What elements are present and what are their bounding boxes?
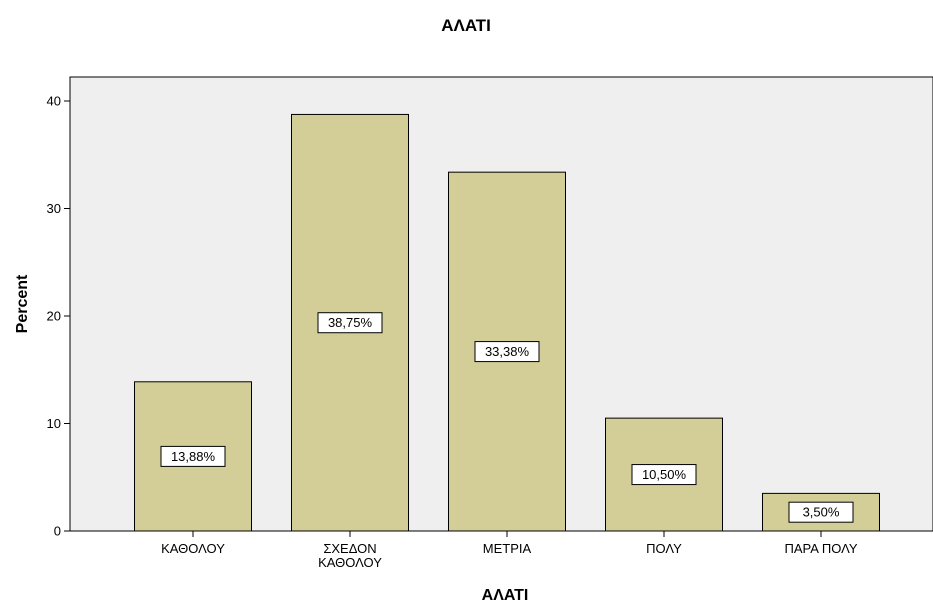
y-tick-label: 0	[54, 524, 61, 539]
x-axis-title: ΑΛΑΤΙ	[482, 587, 529, 604]
x-tick-label: ΣΧΕΔΟΝ ΚΑΘΟΛΟΥ	[318, 541, 382, 570]
data-label-box	[160, 445, 226, 467]
bars: 13,88% 38,75% 33,38% 10,50% 3,50%	[134, 113, 880, 532]
data-label: 33,38%	[485, 344, 530, 359]
x-tick-label: ΠΑΡΑ ΠΟΛΥ	[785, 541, 858, 556]
data-label: 10,50%	[642, 467, 687, 482]
bar	[134, 381, 252, 532]
y-tick-label: 40	[47, 94, 61, 109]
y-tick-label: 10	[47, 416, 61, 431]
x-tick-label: ΠΟΛΥ	[646, 541, 682, 556]
data-label-box	[788, 501, 854, 523]
data-label: 13,88%	[171, 449, 216, 464]
data-label-box	[474, 341, 540, 363]
x-tick-label: ΚΑΘΟΛΟΥ	[161, 541, 225, 556]
x-tick-label: ΜΕΤΡΙΑ	[483, 541, 532, 556]
y-axis: 0 10 20 30 40	[47, 94, 70, 539]
data-label-box	[631, 464, 697, 486]
data-label: 38,75%	[328, 315, 373, 330]
y-axis-title: Percent	[14, 274, 31, 333]
chart-title: ΑΛΑΤΙ	[441, 16, 491, 35]
y-tick-label: 30	[47, 201, 61, 216]
data-label-box	[317, 312, 383, 334]
y-tick-label: 20	[47, 309, 61, 324]
data-label: 3,50%	[803, 505, 840, 520]
x-axis: ΚΑΘΟΛΟΥ ΣΧΕΔΟΝ ΚΑΘΟΛΟΥ ΜΕΤΡΙΑ ΠΟΛΥ ΠΑΡΑ ΠΟΛΥ	[161, 531, 858, 570]
